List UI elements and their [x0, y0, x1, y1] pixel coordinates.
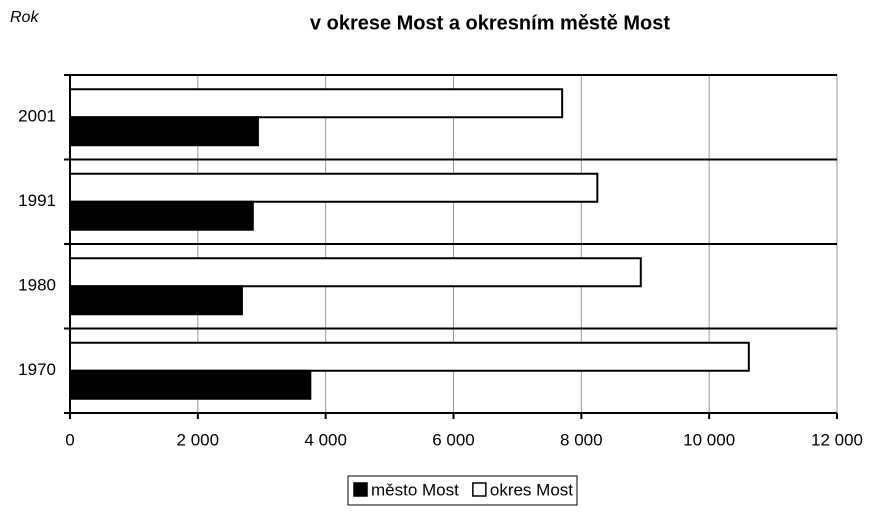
bar: [69, 341, 750, 372]
x-tick-label: 12 000: [811, 430, 863, 449]
y-axis-label: Rok: [10, 9, 39, 26]
bar: [69, 116, 259, 147]
y-tick-label: 1991: [18, 191, 56, 210]
legend-swatch: [353, 482, 368, 497]
chart-title: v okrese Most a okresním městě Most: [310, 12, 670, 34]
x-tick-label: 6 000: [432, 430, 475, 449]
bar: [69, 172, 599, 203]
y-tick-label: 1970: [18, 360, 56, 379]
x-tick-label: 8 000: [560, 430, 603, 449]
x-tick-label: 4 000: [304, 430, 347, 449]
x-tick-label: 0: [65, 430, 74, 449]
y-tick-label: 1980: [18, 276, 56, 295]
legend-label: město Most: [371, 480, 459, 499]
x-tick-label: 2 000: [177, 430, 220, 449]
x-tick-label: 10 000: [683, 430, 735, 449]
y-tick-label: 2001: [18, 107, 56, 126]
bar: [69, 285, 243, 316]
legend-swatch: [472, 482, 487, 497]
legend-label: okres Most: [490, 480, 573, 499]
bar: [69, 369, 312, 400]
bar: [69, 200, 254, 231]
legend-box: [347, 475, 578, 506]
bar: [69, 88, 564, 119]
bar: [69, 257, 642, 288]
